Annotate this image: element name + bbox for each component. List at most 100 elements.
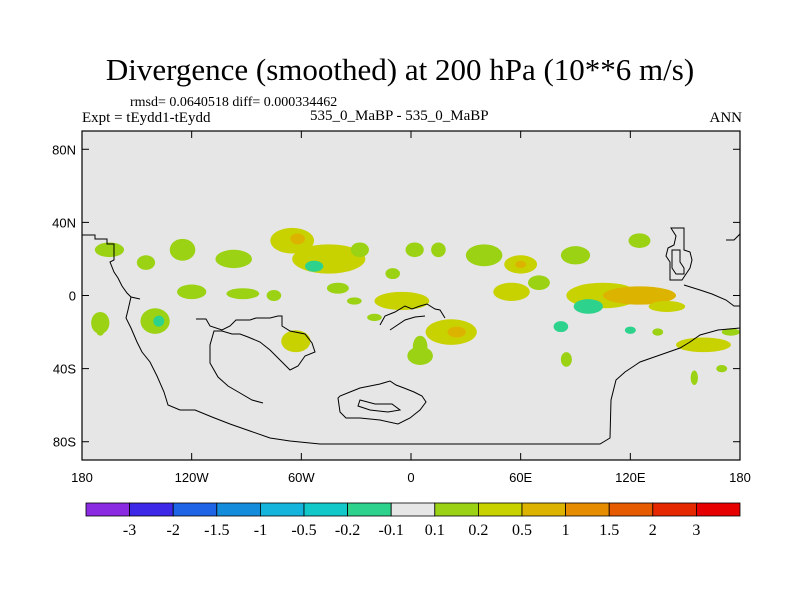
anomaly-region xyxy=(628,233,651,248)
coastline-south-america xyxy=(125,296,740,445)
coastline-africa-inner xyxy=(389,315,426,331)
colorbar-label: -1 xyxy=(254,522,267,539)
coastline-north-america xyxy=(82,234,141,300)
x-tick-label: 60W xyxy=(288,470,315,485)
colorbar-label: 0.1 xyxy=(425,522,445,539)
x-tick-label: 60E xyxy=(509,470,532,485)
y-tick-label: 40S xyxy=(53,362,76,377)
anomaly-region xyxy=(447,326,466,338)
y-tick-label: 80N xyxy=(52,142,76,157)
colorbar-swatch xyxy=(303,502,348,517)
colorbar-label: -1.5 xyxy=(204,522,229,539)
anomaly-region xyxy=(553,321,569,333)
anomaly-region xyxy=(405,242,424,258)
y-tick-label: 40N xyxy=(52,215,76,230)
colorbar-swatch xyxy=(390,502,436,517)
y-tick-label: 0 xyxy=(69,289,76,304)
anomaly-region xyxy=(652,328,664,336)
coastline-antarctic-1 xyxy=(337,380,427,425)
experiment-label: Expt = tEydd1-tEydd xyxy=(82,110,211,126)
chart-title: Divergence (smoothed) at 200 hPa (10**6 … xyxy=(105,52,695,87)
season-label: ANN xyxy=(709,110,743,126)
colorbar-swatch xyxy=(608,502,654,517)
colorbar-swatch xyxy=(565,502,610,517)
anomaly-region xyxy=(136,255,156,270)
anomaly-region xyxy=(560,246,591,265)
x-tick-label: 120E xyxy=(615,470,646,485)
colorbar-label: 0.5 xyxy=(512,522,532,539)
y-tick-label: 80S xyxy=(53,435,76,450)
colorbar-swatch xyxy=(216,502,261,517)
colorbar-swatch xyxy=(259,502,305,517)
coastline-east-box xyxy=(671,249,685,275)
axes: 180 120W 60W 0 60E 120E 180 80N 40N 0 40S 80S xyxy=(52,131,751,485)
anomaly-region xyxy=(347,297,362,305)
anomaly-region xyxy=(290,233,305,245)
colorbar-label: -0.1 xyxy=(379,522,404,539)
anomaly-region xyxy=(94,242,125,258)
colorbar-label: 3 xyxy=(692,522,700,539)
colorbar-label: 0.2 xyxy=(468,522,488,539)
colorbar-label: 1.5 xyxy=(599,522,619,539)
colorbar: -3 -2 -1.5 -1 -0.5 -0.2 -0.1 0.1 0.2 0.5 1 1.5 2 3 xyxy=(85,502,741,539)
x-tick-label: 0 xyxy=(407,470,414,485)
coastline-africa xyxy=(379,303,446,326)
anomaly-region xyxy=(304,260,324,272)
anomaly-region xyxy=(153,315,165,327)
anomaly-region xyxy=(226,288,260,300)
x-tick-label: 120W xyxy=(175,470,210,485)
colorbar-label: -2 xyxy=(167,522,180,539)
coastline-brazil xyxy=(196,315,316,404)
colorbar-swatch xyxy=(129,502,174,517)
colorbar-swatch xyxy=(85,502,130,517)
colorbar-label: 2 xyxy=(649,522,657,539)
anomaly-region xyxy=(326,282,349,294)
x-tick-label: 180 xyxy=(729,470,751,485)
colorbar-label: 1 xyxy=(562,522,570,539)
anomaly-region xyxy=(624,326,636,334)
colorbar-swatch xyxy=(477,502,523,517)
anomaly-region xyxy=(96,328,104,336)
coastline-indonesia xyxy=(683,284,740,307)
anomaly-region xyxy=(465,244,503,267)
anomaly-layer xyxy=(91,227,740,386)
anomaly-region xyxy=(648,300,686,312)
anomaly-region xyxy=(602,286,677,305)
x-tick-label: 180 xyxy=(71,470,93,485)
coastline-east-asia xyxy=(665,227,693,281)
anomaly-region xyxy=(515,260,527,269)
anomaly-region xyxy=(716,364,728,373)
coastline-east-right xyxy=(726,233,740,241)
colorbar-swatch xyxy=(347,502,392,517)
anomaly-region xyxy=(169,238,196,261)
anomaly-region xyxy=(690,370,698,386)
colorbar-label: -3 xyxy=(123,522,136,539)
anomaly-region xyxy=(527,275,550,291)
anomaly-region xyxy=(215,249,252,269)
colorbar-swatch xyxy=(521,502,566,517)
colorbar-label: -0.2 xyxy=(335,522,360,539)
anomaly-region xyxy=(573,299,603,314)
colorbar-swatch xyxy=(172,502,218,517)
anomaly-region xyxy=(493,282,530,301)
anomaly-region xyxy=(91,311,110,334)
anomaly-region xyxy=(374,291,430,311)
anomaly-region xyxy=(350,242,369,258)
case-label: 535_0_MaBP - 535_0_MaBP xyxy=(310,108,489,124)
anomaly-region xyxy=(560,352,572,367)
continent-outlines xyxy=(82,227,740,445)
anomaly-region xyxy=(266,290,282,301)
colorbar-label: -0.5 xyxy=(291,522,316,539)
anomaly-region xyxy=(385,268,401,280)
anomaly-region xyxy=(676,337,731,353)
stats-label: rmsd= 0.0640518 diff= 0.000334462 xyxy=(130,95,338,110)
colorbar-swatch xyxy=(434,502,479,517)
anomaly-region xyxy=(431,242,446,258)
anomaly-region xyxy=(407,346,433,365)
coastline-antarctic-2 xyxy=(357,399,402,413)
anomaly-region xyxy=(721,328,740,336)
anomaly-region xyxy=(281,330,311,353)
anomaly-region xyxy=(367,313,382,322)
colorbar-swatch xyxy=(652,502,697,517)
